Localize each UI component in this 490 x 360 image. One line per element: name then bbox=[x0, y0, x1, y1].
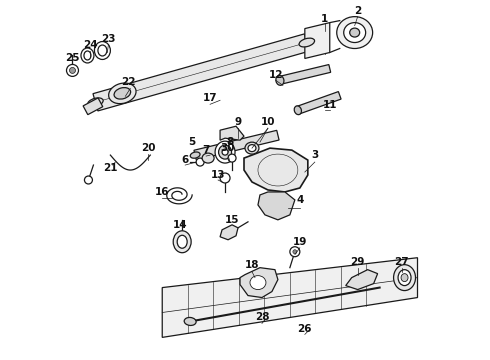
Text: 12: 12 bbox=[269, 71, 283, 80]
Text: 30: 30 bbox=[221, 143, 235, 153]
Text: 14: 14 bbox=[173, 220, 188, 230]
Ellipse shape bbox=[215, 141, 235, 163]
Polygon shape bbox=[240, 268, 278, 298]
Polygon shape bbox=[346, 270, 378, 289]
Text: 20: 20 bbox=[141, 143, 155, 153]
Text: 8: 8 bbox=[226, 137, 234, 147]
Ellipse shape bbox=[219, 145, 232, 159]
Text: 18: 18 bbox=[245, 260, 259, 270]
Ellipse shape bbox=[401, 274, 408, 282]
Ellipse shape bbox=[250, 276, 266, 289]
Circle shape bbox=[67, 64, 78, 76]
Ellipse shape bbox=[398, 270, 411, 285]
Polygon shape bbox=[279, 64, 331, 84]
Circle shape bbox=[293, 250, 297, 254]
Text: 23: 23 bbox=[101, 33, 116, 44]
Text: 27: 27 bbox=[394, 257, 409, 267]
Ellipse shape bbox=[177, 235, 187, 248]
Text: 2: 2 bbox=[354, 6, 361, 15]
Polygon shape bbox=[194, 130, 279, 160]
Text: 13: 13 bbox=[211, 170, 225, 180]
Text: 16: 16 bbox=[155, 187, 170, 197]
Polygon shape bbox=[162, 258, 417, 337]
Text: 22: 22 bbox=[121, 77, 136, 87]
Ellipse shape bbox=[88, 98, 103, 107]
Ellipse shape bbox=[337, 17, 372, 49]
Ellipse shape bbox=[202, 153, 214, 163]
Polygon shape bbox=[220, 126, 244, 140]
Text: 3: 3 bbox=[311, 150, 318, 160]
Ellipse shape bbox=[222, 149, 228, 155]
Text: 9: 9 bbox=[234, 117, 242, 127]
Ellipse shape bbox=[109, 83, 136, 104]
Ellipse shape bbox=[248, 145, 256, 152]
Polygon shape bbox=[244, 148, 308, 192]
Text: 11: 11 bbox=[322, 100, 337, 110]
Text: 4: 4 bbox=[296, 195, 303, 205]
Ellipse shape bbox=[114, 87, 131, 99]
Text: 15: 15 bbox=[225, 215, 239, 225]
Polygon shape bbox=[305, 23, 330, 58]
Text: 29: 29 bbox=[350, 257, 365, 267]
Ellipse shape bbox=[184, 318, 196, 325]
Circle shape bbox=[196, 158, 204, 166]
Ellipse shape bbox=[343, 23, 366, 42]
Polygon shape bbox=[296, 91, 341, 114]
Ellipse shape bbox=[95, 41, 110, 59]
Polygon shape bbox=[93, 34, 309, 111]
Circle shape bbox=[228, 154, 236, 162]
Circle shape bbox=[84, 176, 93, 184]
Polygon shape bbox=[258, 192, 295, 220]
Text: 28: 28 bbox=[255, 312, 269, 323]
Text: 21: 21 bbox=[103, 163, 118, 173]
Text: 1: 1 bbox=[321, 14, 328, 24]
Ellipse shape bbox=[299, 38, 315, 47]
Text: 6: 6 bbox=[182, 155, 189, 165]
Circle shape bbox=[290, 247, 300, 257]
Text: 5: 5 bbox=[189, 137, 196, 147]
Ellipse shape bbox=[173, 231, 191, 253]
Text: 17: 17 bbox=[203, 93, 218, 103]
Ellipse shape bbox=[294, 106, 301, 114]
Ellipse shape bbox=[245, 142, 259, 154]
Ellipse shape bbox=[98, 45, 107, 56]
Circle shape bbox=[70, 67, 75, 73]
Text: 7: 7 bbox=[202, 145, 210, 155]
Polygon shape bbox=[220, 225, 238, 240]
Text: 25: 25 bbox=[65, 54, 80, 63]
Polygon shape bbox=[83, 98, 103, 115]
Circle shape bbox=[220, 173, 230, 183]
Ellipse shape bbox=[81, 48, 94, 63]
Ellipse shape bbox=[190, 152, 200, 158]
Text: 10: 10 bbox=[261, 117, 275, 127]
Ellipse shape bbox=[350, 28, 360, 37]
Ellipse shape bbox=[393, 265, 416, 291]
Text: 26: 26 bbox=[297, 324, 312, 334]
Text: 19: 19 bbox=[293, 237, 307, 247]
Ellipse shape bbox=[84, 51, 91, 60]
Ellipse shape bbox=[276, 76, 284, 85]
Text: 24: 24 bbox=[83, 40, 98, 50]
